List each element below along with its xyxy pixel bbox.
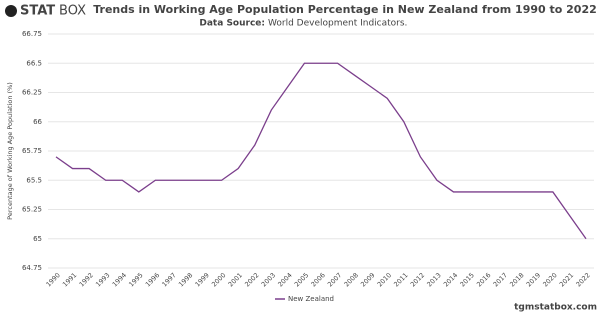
x-tick-label: 2010	[376, 271, 393, 288]
x-tick-label: 2007	[326, 271, 343, 288]
x-tick-label: 1993	[94, 271, 111, 288]
y-tick-label: 66.25	[22, 89, 42, 97]
x-tick-label: 2009	[359, 271, 376, 288]
x-tick-label: 2016	[475, 271, 492, 288]
x-tick-label: 2019	[525, 271, 542, 288]
x-tick-label: 1998	[177, 271, 194, 288]
y-tick-label: 66	[33, 118, 42, 126]
x-tick-label: 1999	[194, 271, 211, 288]
x-tick-label: 2008	[343, 271, 360, 288]
x-tick-label: 2020	[541, 271, 558, 288]
x-tick-label: 1997	[160, 271, 177, 288]
x-tick-label: 2000	[210, 271, 227, 288]
x-tick-label: 2004	[276, 271, 293, 288]
x-tick-label: 2005	[293, 271, 310, 288]
y-tick-label: 65.5	[26, 176, 42, 184]
x-tick-label: 1991	[61, 271, 78, 288]
y-tick-label: 65	[33, 235, 42, 243]
x-tick-label: 1995	[127, 271, 144, 288]
subtitle-label: Data Source:	[199, 19, 265, 29]
x-tick-label: 2022	[574, 271, 591, 288]
y-tick-label: 65.75	[22, 147, 42, 155]
x-tick-label: 1990	[44, 271, 61, 288]
x-tick-label: 2021	[558, 271, 575, 288]
x-tick-label: 2013	[425, 271, 442, 288]
y-axis-label: Percentage of Working Age Population (%)	[6, 82, 14, 220]
x-tick-label: 2001	[227, 271, 244, 288]
x-tick-label: 2015	[459, 271, 476, 288]
x-tick-label: 2006	[309, 271, 326, 288]
y-tick-label: 65.25	[22, 206, 42, 214]
y-tick-label: 64.75	[22, 264, 42, 272]
x-tick-label: 1992	[78, 271, 95, 288]
footer: tgmstatbox.com	[514, 303, 597, 313]
x-tick-label: 1996	[144, 271, 161, 288]
logo: STAT BOX	[5, 4, 86, 19]
x-tick-label: 2003	[260, 271, 277, 288]
chart-title: Trends in Working Age Population Percent…	[93, 3, 597, 16]
logo-icon	[5, 5, 17, 17]
logo-stat: STAT	[20, 4, 55, 19]
x-tick-label: 2017	[492, 271, 509, 288]
y-tick-label: 66.75	[22, 30, 42, 38]
x-tick-label: 1994	[111, 271, 128, 288]
x-tick-label: 2012	[409, 271, 426, 288]
x-tick-label: 2002	[243, 271, 260, 288]
subtitle: World Development Indicators.	[268, 19, 407, 29]
x-tick-label: 2014	[442, 271, 459, 288]
line-series	[55, 62, 587, 240]
logo-box: BOX	[59, 4, 86, 19]
x-tick-label: 2011	[392, 271, 409, 288]
x-tick-label: 2018	[508, 271, 525, 288]
y-tick-label: 66.5	[26, 59, 42, 67]
legend-label: New Zealand	[288, 295, 334, 303]
